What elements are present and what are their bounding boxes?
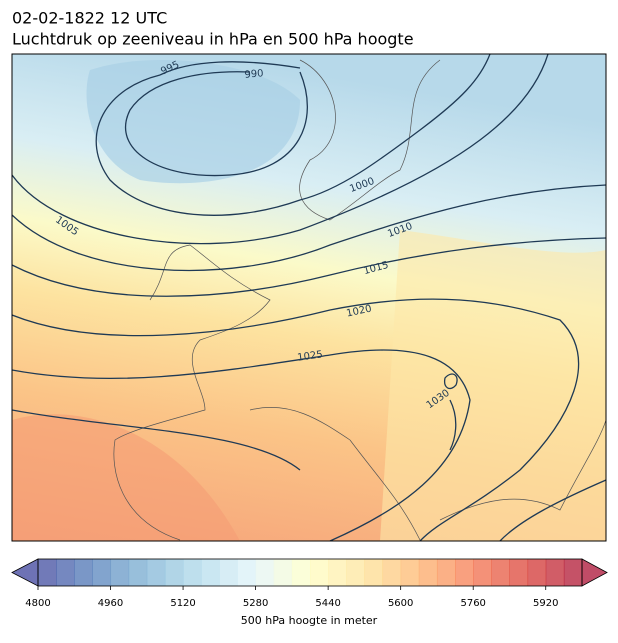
isobar-label: 1025 xyxy=(297,349,324,363)
colorbar-bin xyxy=(527,559,547,586)
isobar xyxy=(159,61,301,76)
colorbar-bin xyxy=(563,559,583,586)
colorbar-bin xyxy=(164,559,184,586)
colorbar-bin xyxy=(545,559,565,586)
colorbar-bin xyxy=(364,559,384,586)
isobar xyxy=(12,54,549,245)
colorbar-bin xyxy=(38,559,57,586)
colorbar-label: 500 hPa hoogte in meter xyxy=(241,614,378,627)
isobar-label: 1020 xyxy=(346,303,373,319)
colorbar-bin xyxy=(92,559,112,586)
isobar xyxy=(95,54,491,216)
isobar xyxy=(12,349,471,541)
colorbar-bin xyxy=(491,559,510,586)
colorbar-bin xyxy=(183,559,202,586)
colorbar-bin xyxy=(273,559,293,586)
colorbar-bin xyxy=(400,559,420,586)
colorbar-extend-high xyxy=(581,558,608,587)
map-frame xyxy=(11,53,607,542)
colorbar-frame xyxy=(37,558,583,587)
colorbar-bin xyxy=(509,559,529,586)
title-line-1: 02-02-1822 12 UTC xyxy=(12,9,167,28)
isobar xyxy=(124,71,308,177)
height-field xyxy=(86,60,300,184)
colorbar-bin xyxy=(436,559,456,586)
isobar xyxy=(12,237,606,297)
colorbar-tick-label: 5440 xyxy=(315,598,340,609)
colorbar-bin xyxy=(146,559,166,586)
isobar xyxy=(444,373,458,451)
colorbar-tick-label: 5920 xyxy=(533,598,558,609)
colorbar-bin xyxy=(219,559,238,586)
isobar-label: 990 xyxy=(244,68,264,81)
isobar xyxy=(12,298,579,541)
coastline xyxy=(299,59,441,221)
colorbar-tick-label: 5760 xyxy=(460,598,485,609)
colorbar-tick-label: 4960 xyxy=(98,598,123,609)
colorbar-tick-label: 5120 xyxy=(170,598,195,609)
colorbar-bin xyxy=(291,559,311,586)
colorbar-bin xyxy=(110,559,130,586)
colorbar-bin xyxy=(418,559,438,586)
colorbar-bin xyxy=(310,559,329,586)
colorbar-bin xyxy=(328,559,347,586)
colorbar-tick-label: 5280 xyxy=(243,598,268,609)
colorbar-bin xyxy=(346,559,365,586)
isobar xyxy=(12,184,606,272)
colorbar-bin xyxy=(473,559,492,586)
colorbar: 4800 4960 5120 5280 5440 5600 5760 5920 xyxy=(11,558,608,609)
coastline xyxy=(113,244,271,541)
colorbar-bin xyxy=(237,559,257,586)
height-field xyxy=(12,414,240,541)
colorbar-bin xyxy=(455,559,474,586)
height-field xyxy=(380,230,606,541)
colorbar-bin xyxy=(382,559,402,586)
colorbar-bin xyxy=(56,559,75,586)
colorbar-tick-label: 5600 xyxy=(388,598,413,609)
colorbar-bin xyxy=(255,559,275,586)
colorbar-tick-label: 4800 xyxy=(25,598,50,609)
colorbar-bin xyxy=(201,559,220,586)
title-line-2: Luchtdruk op zeeniveau in hPa en 500 hPa… xyxy=(12,30,414,49)
colorbar-bin xyxy=(128,559,148,586)
isobar xyxy=(12,409,606,541)
coastline xyxy=(249,406,606,541)
colorbar-bin xyxy=(74,559,93,586)
colorbar-extend-low xyxy=(11,558,39,587)
